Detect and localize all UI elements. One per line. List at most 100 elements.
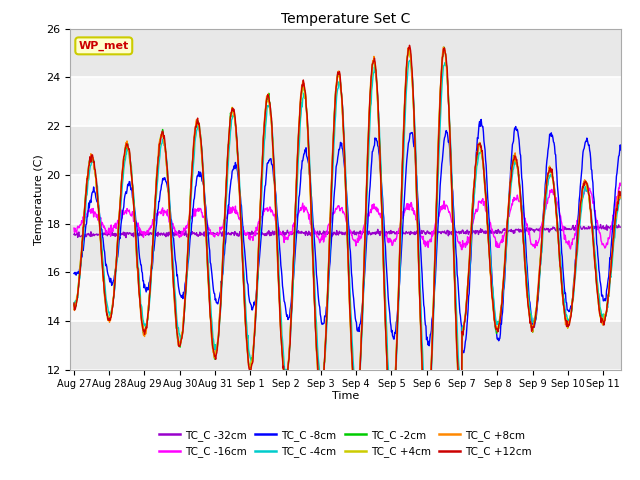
TC_C -16cm: [445, 209, 453, 215]
TC_C +4cm: [424, 425, 431, 431]
TC_C +12cm: [447, 147, 454, 153]
TC_C +8cm: [126, 154, 134, 160]
TC_C -8cm: [498, 321, 506, 327]
TC_C -16cm: [70, 225, 78, 231]
TC_C -16cm: [616, 180, 624, 186]
TC_C -8cm: [458, 350, 466, 356]
Bar: [70, 272, 621, 321]
TC_C -16cm: [291, 219, 299, 225]
Line: TC_C +8cm: TC_C +8cm: [74, 47, 621, 432]
TC_C -4cm: [406, 58, 414, 63]
TC_C +4cm: [508, 169, 515, 175]
TC_C +12cm: [498, 303, 506, 309]
TC_C -32cm: [70, 231, 78, 237]
TC_C +4cm: [617, 194, 625, 200]
TC_C -16cm: [507, 206, 515, 212]
Y-axis label: Temperature (C): Temperature (C): [34, 154, 44, 245]
TC_C +4cm: [498, 301, 506, 307]
TC_C -2cm: [447, 151, 454, 157]
TC_C -8cm: [291, 252, 299, 258]
TC_C -2cm: [508, 169, 515, 175]
TC_C +12cm: [126, 150, 134, 156]
TC_C -8cm: [70, 271, 78, 276]
TC_C -8cm: [477, 117, 485, 122]
TC_C +8cm: [311, 309, 319, 314]
TC_C -2cm: [70, 302, 78, 308]
Bar: [70, 175, 621, 224]
TC_C -32cm: [446, 231, 454, 237]
Line: TC_C -2cm: TC_C -2cm: [74, 47, 621, 430]
TC_C +8cm: [70, 302, 78, 308]
TC_C -2cm: [422, 427, 430, 432]
TC_C +8cm: [422, 429, 430, 435]
Legend: TC_C -32cm, TC_C -16cm, TC_C -8cm, TC_C -4cm, TC_C -2cm, TC_C +4cm, TC_C +8cm, T: TC_C -32cm, TC_C -16cm, TC_C -8cm, TC_C …: [155, 426, 536, 461]
TC_C +12cm: [70, 300, 78, 306]
TC_C +4cm: [447, 155, 454, 160]
TC_C -32cm: [312, 229, 319, 235]
TC_C +8cm: [498, 304, 506, 310]
TC_C +4cm: [291, 213, 299, 219]
TC_C -32cm: [596, 222, 604, 228]
TC_C +8cm: [291, 214, 299, 220]
TC_C -32cm: [292, 228, 300, 234]
Line: TC_C -4cm: TC_C -4cm: [74, 60, 621, 417]
TC_C -8cm: [445, 143, 453, 149]
Bar: [70, 321, 621, 370]
TC_C -16cm: [617, 182, 625, 188]
Bar: [70, 77, 621, 126]
TC_C +8cm: [508, 167, 515, 172]
TC_C +8cm: [447, 156, 454, 161]
TC_C +12cm: [617, 189, 625, 195]
TC_C -32cm: [507, 228, 515, 234]
TC_C -2cm: [311, 305, 319, 311]
TC_C -2cm: [617, 192, 625, 198]
X-axis label: Time: Time: [332, 391, 359, 401]
TC_C -2cm: [498, 305, 506, 311]
Line: TC_C +4cm: TC_C +4cm: [74, 50, 621, 428]
TC_C +12cm: [508, 173, 515, 179]
TC_C -4cm: [508, 181, 515, 187]
Text: WP_met: WP_met: [79, 41, 129, 51]
TC_C +8cm: [617, 191, 625, 196]
TC_C -4cm: [126, 157, 134, 163]
TC_C +4cm: [126, 159, 134, 165]
Bar: [70, 126, 621, 175]
TC_C -16cm: [497, 240, 505, 245]
Line: TC_C -32cm: TC_C -32cm: [74, 225, 621, 238]
TC_C -32cm: [497, 229, 505, 235]
TC_C -8cm: [311, 242, 319, 248]
Line: TC_C -8cm: TC_C -8cm: [74, 120, 621, 353]
Line: TC_C +12cm: TC_C +12cm: [74, 45, 621, 430]
TC_C +12cm: [291, 215, 299, 221]
TC_C +12cm: [422, 427, 430, 433]
Bar: [70, 29, 621, 77]
TC_C -16cm: [126, 210, 134, 216]
TC_C +8cm: [440, 44, 447, 50]
TC_C -4cm: [291, 234, 299, 240]
TC_C -8cm: [508, 157, 515, 163]
TC_C -2cm: [440, 44, 448, 50]
TC_C -4cm: [70, 302, 78, 308]
TC_C +4cm: [441, 47, 449, 53]
TC_C +12cm: [406, 42, 413, 48]
Line: TC_C -16cm: TC_C -16cm: [74, 183, 621, 250]
TC_C -8cm: [617, 147, 625, 153]
TC_C -32cm: [617, 224, 625, 230]
TC_C +4cm: [311, 310, 319, 315]
TC_C +12cm: [311, 305, 319, 311]
TC_C -4cm: [498, 308, 506, 313]
TC_C -4cm: [424, 414, 431, 420]
TC_C -32cm: [122, 235, 130, 240]
TC_C +4cm: [70, 307, 78, 312]
TC_C -16cm: [458, 247, 466, 252]
TC_C -8cm: [126, 179, 134, 184]
TC_C -4cm: [447, 140, 454, 145]
TC_C -4cm: [311, 283, 319, 288]
Bar: [70, 224, 621, 272]
Title: Temperature Set C: Temperature Set C: [281, 12, 410, 26]
TC_C -2cm: [126, 153, 134, 159]
TC_C -32cm: [127, 230, 134, 236]
TC_C -4cm: [617, 193, 625, 199]
TC_C -16cm: [311, 230, 319, 236]
TC_C -2cm: [291, 211, 299, 216]
